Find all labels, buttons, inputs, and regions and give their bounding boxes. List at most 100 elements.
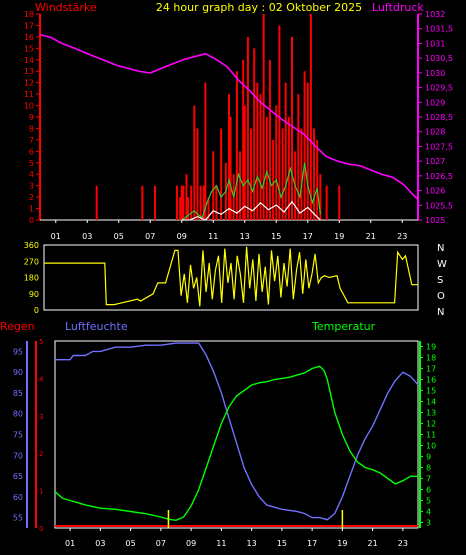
wind-tick-label: 1 xyxy=(29,205,34,214)
humidity-tick-label: 85 xyxy=(13,389,23,398)
wind-tick-label: 18 xyxy=(24,10,34,19)
wind-bar xyxy=(215,185,218,220)
wind-tick-label: 10 xyxy=(24,102,34,111)
temperature-tick-label: 11 xyxy=(426,431,436,440)
wind-bar xyxy=(235,71,238,220)
wind-bar xyxy=(176,185,179,220)
wind-bar xyxy=(313,128,316,220)
wind-tick-label: 7 xyxy=(29,136,34,145)
wind-tick-label: 3 xyxy=(29,182,34,191)
wind-pressure-chart: 012345678910111213141516171810251025,510… xyxy=(24,10,453,241)
hour-tick-label: 09 xyxy=(186,539,196,548)
temperature-tick-label: 9 xyxy=(426,453,431,462)
wind-tick-label: 0 xyxy=(29,216,34,225)
compass-label: W xyxy=(437,259,447,270)
hour-tick-label: 09 xyxy=(177,232,187,241)
humidity-frame xyxy=(54,340,419,529)
humidity-tick-label: 90 xyxy=(13,368,23,377)
humidity-tick-label: 55 xyxy=(13,514,23,523)
hour-tick-label: 11 xyxy=(208,232,218,241)
rain-tick-label: 5 xyxy=(39,338,43,346)
temperature-tick-label: 5 xyxy=(426,497,431,506)
wind-tick-label: 13 xyxy=(24,67,34,76)
wind-bar xyxy=(303,71,306,220)
direction-tick-label: 90 xyxy=(29,290,39,299)
wind-bar xyxy=(228,94,230,220)
pressure-title: Luftdruck xyxy=(372,1,424,14)
hour-tick-label: 15 xyxy=(277,539,287,548)
humidity-line xyxy=(55,342,419,521)
pressure-tick-label: 1032 xyxy=(425,10,445,19)
compass-label: N xyxy=(437,307,444,318)
hour-tick-label: 13 xyxy=(240,232,250,241)
wind-bar xyxy=(262,14,265,220)
wind-bar xyxy=(278,25,281,221)
wind-bar xyxy=(268,59,271,221)
temperature-tick-label: 12 xyxy=(426,420,436,429)
pressure-tick-label: 1029,5 xyxy=(425,84,453,93)
wind-bar xyxy=(250,128,253,220)
hour-tick-label: 17 xyxy=(307,539,317,548)
wind-bar xyxy=(153,185,156,220)
temperature-axis-label: Temperatur xyxy=(311,320,376,333)
wind-tick-label: 4 xyxy=(29,170,34,179)
pressure-tick-label: 1025,5 xyxy=(425,201,453,210)
temperature-tick-label: 19 xyxy=(426,343,436,352)
wind-bar xyxy=(246,36,249,221)
humidity-tick-label: 65 xyxy=(13,472,23,481)
direction-tick-label: 0 xyxy=(34,306,39,315)
humidity-tick-label: 95 xyxy=(13,347,23,356)
wind-bar xyxy=(190,185,193,220)
rain-tick-label: 4 xyxy=(39,375,44,383)
compass-label: N xyxy=(437,243,444,254)
temperature-tick-label: 13 xyxy=(426,409,436,418)
rain-tick-label: 3 xyxy=(39,413,43,421)
wind-tick-label: 16 xyxy=(24,33,34,42)
wind-tick-label: 8 xyxy=(29,124,34,133)
wind-bar xyxy=(185,174,188,220)
gust-line xyxy=(181,162,321,221)
wind-bar xyxy=(179,197,182,220)
pressure-tick-label: 1028 xyxy=(425,128,445,137)
compass-label: O xyxy=(437,291,445,302)
hour-tick-label: 01 xyxy=(65,539,75,548)
wind-bar xyxy=(193,105,196,220)
wind-bar xyxy=(95,185,98,220)
wind-tick-label: 11 xyxy=(24,90,34,99)
temperature-tick-label: 3 xyxy=(426,519,431,528)
pressure-tick-label: 1028,5 xyxy=(425,113,453,122)
temperature-tick-label: 6 xyxy=(426,486,431,495)
pressure-tick-label: 1027 xyxy=(425,157,445,166)
wind-bar xyxy=(309,14,312,220)
wind-tick-label: 12 xyxy=(24,79,34,88)
temperature-tick-label: 4 xyxy=(426,508,431,517)
hour-tick-label: 23 xyxy=(398,539,408,548)
hour-tick-label: 05 xyxy=(114,232,124,241)
wind-bar xyxy=(253,48,256,221)
pressure-tick-label: 1030 xyxy=(425,69,445,78)
hour-tick-label: 11 xyxy=(216,539,226,548)
temperature-tick-label: 8 xyxy=(426,464,431,473)
wind-bar xyxy=(297,94,300,220)
wind-bar xyxy=(281,128,284,220)
pressure-tick-label: 1030,5 xyxy=(425,54,453,63)
temperature-tick-label: 17 xyxy=(426,365,436,374)
hour-tick-label: 05 xyxy=(126,539,136,548)
wind-bar xyxy=(284,82,287,221)
chart-title: 24 hour graph day : 02 Oktober 2025 xyxy=(156,1,362,14)
hour-tick-label: 13 xyxy=(247,539,257,548)
wind-title: Windstärke xyxy=(35,1,97,14)
wind-bar xyxy=(207,197,210,220)
wind-bar xyxy=(338,185,341,220)
hour-tick-label: 23 xyxy=(397,232,407,241)
humidity-tick-label: 60 xyxy=(13,493,23,502)
pressure-tick-label: 1025 xyxy=(425,216,445,225)
temperature-tick-label: 15 xyxy=(426,387,436,396)
humidity-temperature-chart: 5560657075808590955432103456789101112131… xyxy=(13,338,436,548)
wind-avg-line xyxy=(181,200,321,221)
hour-tick-label: 03 xyxy=(82,232,92,241)
temperature-tick-label: 10 xyxy=(426,442,436,451)
hour-tick-label: 19 xyxy=(334,232,344,241)
